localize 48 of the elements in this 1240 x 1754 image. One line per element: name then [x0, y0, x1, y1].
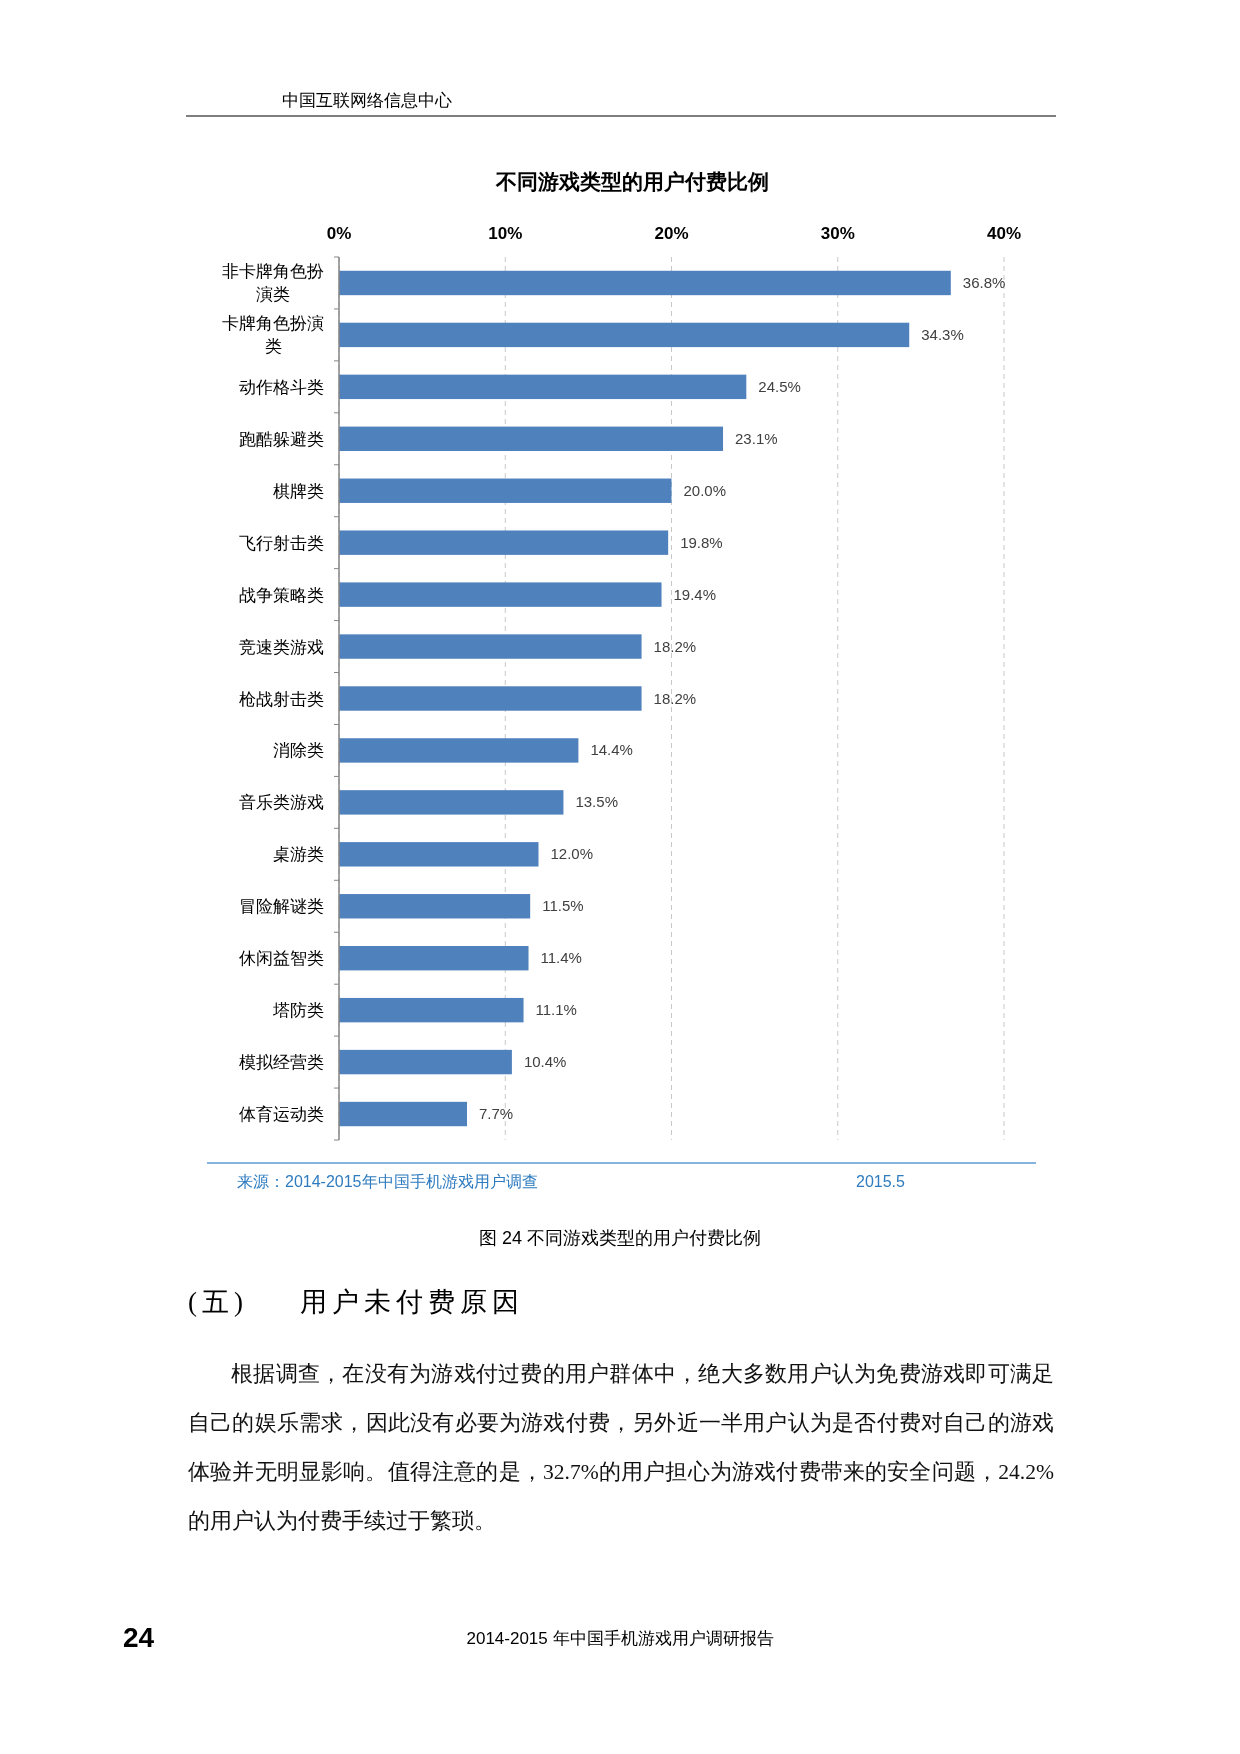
data-label: 11.5%: [542, 897, 584, 915]
data-label: 36.8%: [962, 273, 1006, 291]
data-label: 24.5%: [758, 377, 801, 395]
text: 2014-2015 年中国手机游戏用户调研报告: [466, 1629, 774, 1648]
data-label: 7.7%: [479, 1105, 514, 1123]
chart-title: 不同游戏类型的用户付费比例: [494, 170, 769, 193]
y-tick-label: 跑酷躲避类: [239, 429, 324, 449]
data-label: 14.4%: [590, 741, 633, 759]
y-tick-label: 消除类: [273, 741, 324, 761]
x-tick-label: 10%: [488, 224, 523, 243]
y-tick-label: 桌游类: [273, 845, 324, 865]
y-tick-label: 非卡牌角色扮演类: [222, 262, 324, 305]
y-tick-label: 休闲益智类: [239, 949, 324, 969]
y-tick-label: 卡牌角色扮演类: [222, 314, 324, 357]
data-label: 12.0%: [550, 845, 594, 863]
source-note: 来源：2014-2015年中国手机游戏用户调查: [237, 1173, 538, 1190]
data-label: 13.5%: [575, 793, 618, 811]
data-label: 18.2%: [653, 689, 697, 707]
data-label: 34.3%: [921, 325, 964, 343]
x-tick-label: 30%: [820, 224, 855, 243]
y-tick-label: 飞行射击类: [239, 533, 324, 553]
y-tick-label: 模拟经营类: [239, 1053, 324, 1073]
y-tick-label: 动作格斗类: [239, 377, 324, 397]
x-tick-label: 0%: [326, 224, 352, 243]
y-tick-label: 塔防类: [272, 1001, 324, 1021]
text: 2015.5: [856, 1173, 906, 1190]
data-label: 23.1%: [735, 429, 778, 447]
data-label: 11.1%: [535, 1001, 577, 1019]
data-label: 11.4%: [540, 949, 582, 967]
data-label: 18.2%: [653, 637, 697, 655]
x-tick-label: 40%: [986, 224, 1022, 243]
y-tick-label: 冒险解谜类: [239, 897, 324, 917]
text: 中国互联网络信息中心: [282, 91, 452, 110]
data-label: 19.4%: [673, 585, 717, 603]
text: 24: [123, 1622, 155, 1653]
y-tick-label: 枪战射击类: [239, 689, 324, 709]
y-tick-label: 棋牌类: [273, 481, 324, 501]
y-tick-label: 音乐类游戏: [239, 793, 324, 813]
data-label: 10.4%: [523, 1053, 567, 1071]
data-label: 20.0%: [683, 481, 727, 499]
caption: 图 24 不同游戏类型的用户付费比例: [478, 1228, 762, 1248]
text: 根据调查，在没有为游戏付过费的用户群体中，绝大多数用户认为免费游戏即可满足自己的娱乐需求，因此没有必要为游戏付费，另外近一半用户认为是否付费对自己的游戏体验并无明显影响。值得注意的是，32.7%的用户担心为游戏付费带来的安全问题，24.2%的用户认为付费手续过于繁琐。: [188, 1361, 1054, 1535]
x-tick-label: 20%: [654, 224, 689, 243]
text: (五) 用户未付费原因: [188, 1287, 524, 1317]
y-tick-label: 战争策略类: [239, 585, 324, 605]
y-tick-label: 竞速类游戏: [239, 637, 324, 657]
y-tick-label: 体育运动类: [239, 1105, 324, 1125]
data-label: 19.8%: [680, 533, 723, 551]
